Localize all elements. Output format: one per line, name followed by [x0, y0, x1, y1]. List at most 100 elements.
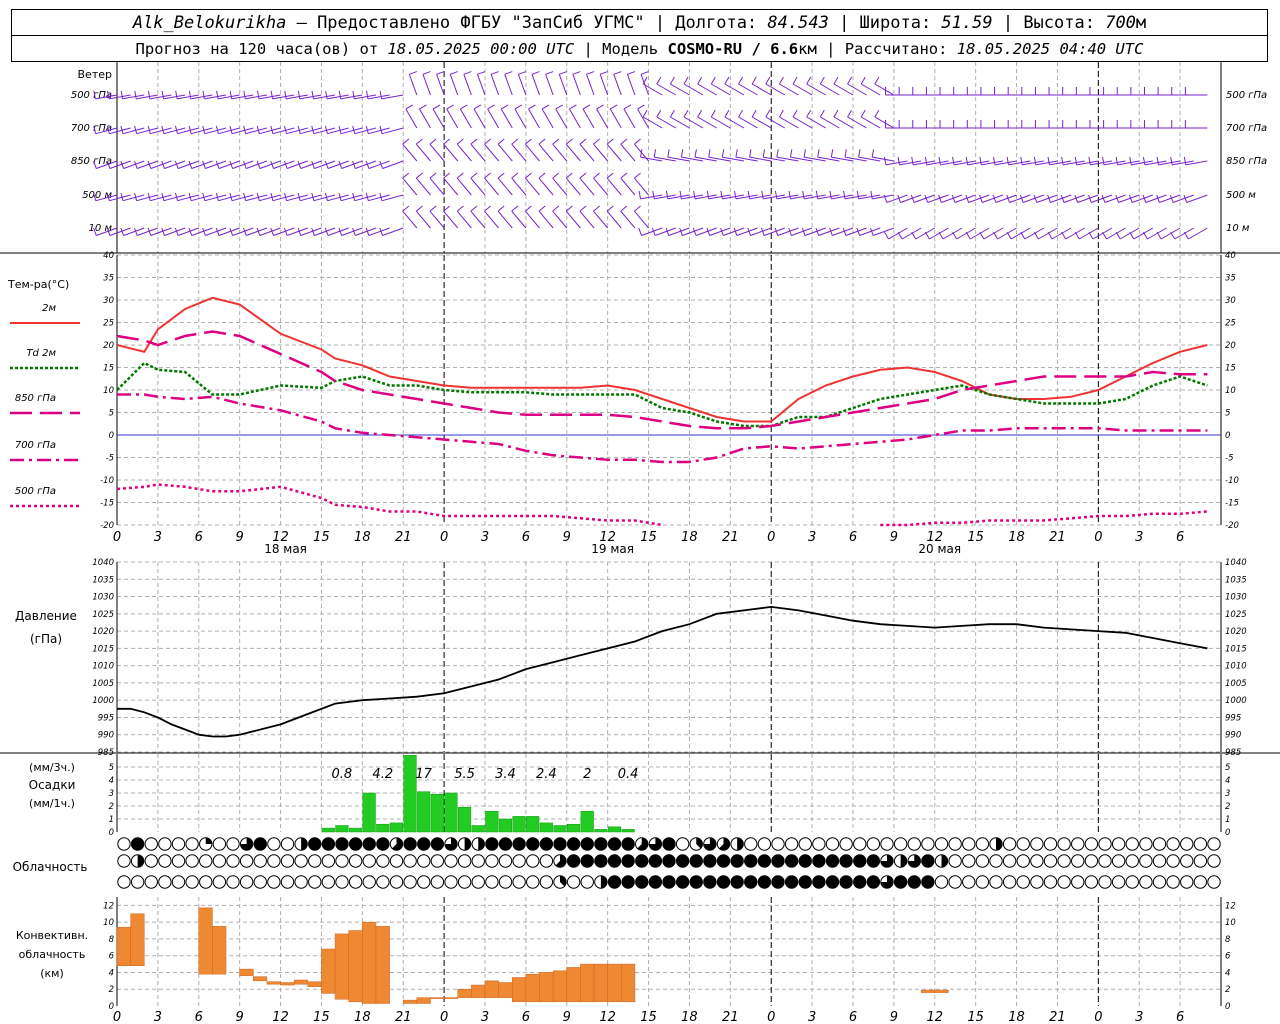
- wind-barb-flag: [477, 71, 486, 75]
- wind-barb-flag: [1033, 194, 1038, 203]
- wind-barb-flag: [283, 227, 288, 236]
- wind-barb: [1172, 194, 1194, 203]
- wind-barb-flag: [256, 227, 261, 236]
- wind-barb-flag: [161, 90, 164, 99]
- wind-barb-flag: [593, 205, 600, 212]
- convective-bar: [321, 948, 336, 994]
- temp-tick-left: -10: [100, 476, 114, 486]
- x-tick-label: 12: [272, 530, 289, 545]
- wind-barb-flag: [518, 71, 527, 75]
- precip-tick-left: 1: [109, 815, 114, 825]
- cloud-symbol-fill: [301, 837, 308, 851]
- wind-barb: [123, 227, 145, 236]
- wind-barb: [1147, 227, 1167, 240]
- wind-barb: [735, 156, 758, 162]
- convective-bar: [362, 921, 377, 1004]
- wind-barb-flag: [93, 125, 97, 134]
- precip-bar: [376, 823, 390, 833]
- wind-barb: [122, 194, 145, 202]
- wind-barb: [272, 127, 295, 135]
- cloud-symbol-fill: [839, 854, 853, 868]
- cloud-symbol: [185, 837, 199, 851]
- cloud-symbol-fill: [690, 875, 703, 889]
- forecast-start: 18.05.2025 00:00 UTC: [387, 39, 575, 58]
- convective-bar: [307, 981, 322, 987]
- cloud-symbol: [403, 875, 417, 889]
- wind-barb: [558, 74, 568, 96]
- cloud-symbol-fill: [526, 837, 539, 851]
- wind-barb-flag: [311, 192, 315, 201]
- wind-barb-flag: [311, 90, 314, 99]
- cloud-symbol: [485, 854, 499, 868]
- wind-barb: [606, 143, 622, 162]
- wind-barb-flag: [721, 149, 725, 158]
- wind-barb: [654, 156, 676, 162]
- wind-barb: [981, 160, 1004, 166]
- wind-barb-flag: [924, 194, 929, 203]
- wind-barb: [109, 227, 131, 236]
- wind-barb-flag: [634, 172, 641, 179]
- wind-barb: [682, 227, 704, 236]
- wind-barb: [286, 94, 308, 100]
- convective-bar: [539, 972, 554, 1003]
- convective-bar: [920, 989, 936, 993]
- wind-barb-flag: [297, 192, 301, 201]
- wind-barb: [738, 116, 758, 129]
- wind-barb-flag: [525, 205, 532, 212]
- wind-barb: [355, 227, 377, 236]
- cloud-symbol-fill: [880, 854, 894, 868]
- wind-barb-flag: [538, 205, 546, 212]
- wind-barb: [1174, 227, 1194, 240]
- cloud-symbol: [526, 875, 540, 889]
- wind-barb-flag: [215, 227, 220, 236]
- wind-barb: [368, 160, 390, 169]
- wind-barb-flag: [456, 172, 464, 179]
- cloud-symbol: [1071, 854, 1085, 868]
- convective-bar: [621, 963, 636, 1003]
- wind-barb-flag: [1142, 231, 1148, 240]
- wind-barb-flag: [765, 76, 771, 85]
- wind-barb: [776, 156, 799, 162]
- wind-barb: [572, 74, 581, 96]
- wind-barb: [1131, 160, 1153, 166]
- wind-barb-flag: [593, 172, 600, 179]
- wind-barb: [1119, 227, 1140, 240]
- cloud-symbol: [1030, 837, 1044, 851]
- x-tick-label: 6: [1176, 1010, 1184, 1024]
- wind-barb: [858, 194, 881, 200]
- precip-bar: [526, 816, 540, 833]
- day-label: 19 мая: [591, 542, 634, 556]
- wind-barb-flag: [620, 205, 628, 212]
- wind-barb: [860, 83, 881, 96]
- cloud-title: Облачность: [13, 860, 88, 874]
- x-tick-label: 3: [808, 530, 816, 545]
- wind-barb: [259, 127, 281, 135]
- wind-level-label-left: 500 гПа: [71, 90, 112, 101]
- wind-barb-flag: [379, 160, 384, 169]
- legend-label: 850 гПа: [15, 393, 56, 404]
- wind-barb-flag: [161, 125, 165, 134]
- wind-barb: [245, 127, 268, 135]
- precip-bar: [512, 816, 526, 833]
- cloud-symbol-fill: [608, 837, 621, 851]
- wind-barb-flag: [106, 192, 110, 201]
- wind-barb: [300, 127, 322, 135]
- wind-barb: [272, 94, 295, 100]
- cloud-symbol: [1193, 854, 1208, 868]
- pressure-tick-right: 990: [1225, 731, 1241, 741]
- convective-tick-right: 4: [1225, 968, 1230, 978]
- wind-barb: [779, 116, 799, 129]
- wind-barb-flag: [338, 90, 342, 99]
- wind-barb: [429, 210, 445, 229]
- wind-barb-flag: [174, 160, 179, 169]
- convective-bar: [443, 997, 458, 999]
- wind-barb-flag: [484, 172, 491, 179]
- wind-barb-flag: [708, 149, 711, 158]
- cloud-symbol-fill: [826, 854, 839, 868]
- wind-barb-flag: [871, 149, 875, 158]
- x-tick-label: 0: [440, 1010, 448, 1024]
- cloud-symbol: [1071, 875, 1085, 889]
- wind-barb-flag: [188, 125, 192, 134]
- wind-barb: [708, 156, 731, 162]
- wind-barb-flag: [596, 104, 604, 110]
